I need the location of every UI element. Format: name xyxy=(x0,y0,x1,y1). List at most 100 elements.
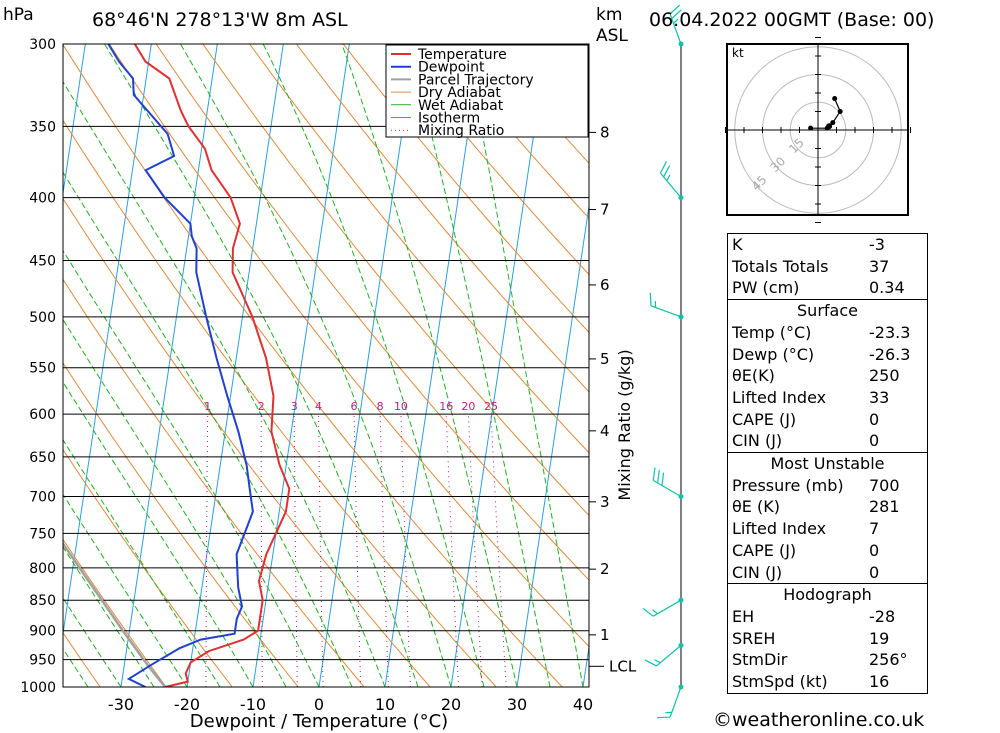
index-value: 281 xyxy=(869,497,900,517)
wind-barb-shaft xyxy=(659,172,682,199)
height-tick-label: 5 xyxy=(600,350,610,368)
index-label: CAPE (J) xyxy=(732,409,797,429)
mixing-ratio-axis-title: Mixing Ratio (g/kg) xyxy=(615,349,634,500)
temperature-tick-label: -10 xyxy=(240,695,266,714)
lcl-label: LCL xyxy=(609,657,637,675)
isotherm-line xyxy=(63,44,86,197)
mixing-ratio-line xyxy=(260,414,263,687)
pressure-tick-label: 950 xyxy=(29,653,56,669)
indices-most-unstable: Pressure (mb) 700 θE (K) 281 Lifted Index 7 CA… xyxy=(728,475,927,584)
index-row: θE (K) 281 xyxy=(728,496,927,518)
wet-adiabat-line xyxy=(63,493,188,687)
mixing-ratio-line xyxy=(445,414,459,687)
axes: -30 -20 -10 0 10 20 30 40 Dewpoint / Temperature… xyxy=(108,349,634,732)
index-value: -3 xyxy=(869,235,885,254)
dry-adiabat-line xyxy=(63,44,563,687)
index-label: θE(K) xyxy=(732,366,775,386)
most-unstable-title: Most Unstable xyxy=(770,454,885,474)
dewpoint-line xyxy=(107,44,254,687)
index-row: Temp (°C) -23.3 xyxy=(728,322,927,344)
index-label: StmSpd (kt) xyxy=(732,672,828,692)
index-label: PW (cm) xyxy=(732,278,800,298)
wind-barb-half xyxy=(665,711,672,714)
temperature-tick-label: 0 xyxy=(314,695,324,714)
pressure-tick-label: 550 xyxy=(29,361,56,377)
temperature-tick-label: -30 xyxy=(108,695,134,714)
wind-barb-flag xyxy=(663,165,671,178)
index-label: Lifted Index xyxy=(732,519,827,539)
index-row: StmSpd (kt) 16 xyxy=(728,671,927,693)
index-label: Temp (°C) xyxy=(732,322,812,342)
wind-barb xyxy=(644,644,682,667)
pressure-tick-label: 750 xyxy=(29,526,56,542)
temperature-tick-label: 40 xyxy=(573,695,593,714)
dry-adiabat-line xyxy=(249,44,589,454)
height-unit-label: km xyxy=(596,5,623,25)
index-label: Pressure (mb) xyxy=(732,475,844,495)
x-axis-title: Dewpoint / Temperature (°C) xyxy=(190,711,448,732)
indices-panel: K -3 Totals Totals 37 PW (cm) 0.34 Surface Te… xyxy=(727,233,928,694)
height-tick-label: 4 xyxy=(600,422,610,440)
index-label: Dewp (°C) xyxy=(732,344,815,364)
height-unit-label-asl: ASL xyxy=(596,26,628,46)
pressure-tick-label: 350 xyxy=(29,119,56,135)
index-row: K -3 xyxy=(728,234,927,256)
index-row: Dewp (°C) -26.3 xyxy=(728,344,927,366)
index-value: 19 xyxy=(869,628,890,648)
wet-adiabat-line xyxy=(63,546,155,687)
pressure-tick-label: 900 xyxy=(29,624,56,640)
wind-barb-flag xyxy=(671,9,682,20)
index-value: -26.3 xyxy=(869,344,911,364)
wind-barb-flag xyxy=(649,292,652,306)
index-value: 0 xyxy=(869,540,880,560)
mixing-ratio-line xyxy=(490,414,507,687)
index-label: EH xyxy=(732,606,755,626)
wind-barb-flag xyxy=(644,659,657,667)
index-row: Lifted Index 7 xyxy=(728,518,927,540)
mixing-ratio-line xyxy=(379,414,389,687)
dry-adiabat-line xyxy=(155,44,589,581)
wind-barb-shaft xyxy=(652,479,682,498)
datetime-title: 06.04.2022 00GMT (Base: 00) xyxy=(649,9,935,31)
wind-barb-half xyxy=(666,174,671,182)
index-label: CAPE (J) xyxy=(732,540,797,560)
index-row: Pressure (mb) 700 xyxy=(728,475,927,497)
dry-adiabat-line xyxy=(63,119,497,687)
index-value: -28 xyxy=(869,606,896,626)
legend-label: Wet Adiabat xyxy=(418,98,504,114)
wet-adiabat-line xyxy=(63,318,287,687)
temperature-tick-label: 10 xyxy=(375,695,395,714)
index-label: θE (K) xyxy=(732,497,780,517)
wind-barb-shaft xyxy=(669,13,682,45)
wind-barb xyxy=(659,161,682,199)
pressure-tick-label: 500 xyxy=(29,310,56,326)
wet-adiabat-line xyxy=(180,44,452,687)
pressure-tick-label: 450 xyxy=(29,254,56,270)
wind-barb xyxy=(649,292,682,318)
hodograph-point xyxy=(830,120,836,126)
pressure-unit-label: hPa xyxy=(3,5,34,25)
hodograph-point xyxy=(832,96,838,102)
height-tick-label: 1 xyxy=(600,626,610,644)
wind-barb-flag xyxy=(642,607,654,617)
indices-hodograph: EH -28 SREH 19 StmDir 256° StmSpd (kt) 16 xyxy=(728,606,927,693)
pressure-tick-label: 800 xyxy=(29,561,56,577)
pressure-tick-label: 300 xyxy=(29,37,56,53)
legend-label: Isotherm xyxy=(418,111,480,127)
height-tick-label: 2 xyxy=(600,560,610,578)
isotherm-line xyxy=(186,44,284,687)
temperature-line xyxy=(133,44,291,687)
isotherm-line xyxy=(318,44,416,687)
isotherm-line xyxy=(0,44,19,687)
isotherm-line xyxy=(252,44,350,687)
index-row: CIN (J) 0 xyxy=(728,562,927,584)
wind-barb-shaft xyxy=(669,686,682,718)
wind-barb xyxy=(642,599,682,617)
index-row: EH -28 xyxy=(728,606,927,628)
mixing-ratio-label: 6 xyxy=(351,400,358,413)
index-value: 0 xyxy=(869,431,880,451)
indices-surface: Temp (°C) -23.3 Dewp (°C) -26.3 θE(K) 250 Lift… xyxy=(728,322,927,452)
index-value: 0 xyxy=(869,409,880,429)
isotherm-line xyxy=(450,44,548,687)
